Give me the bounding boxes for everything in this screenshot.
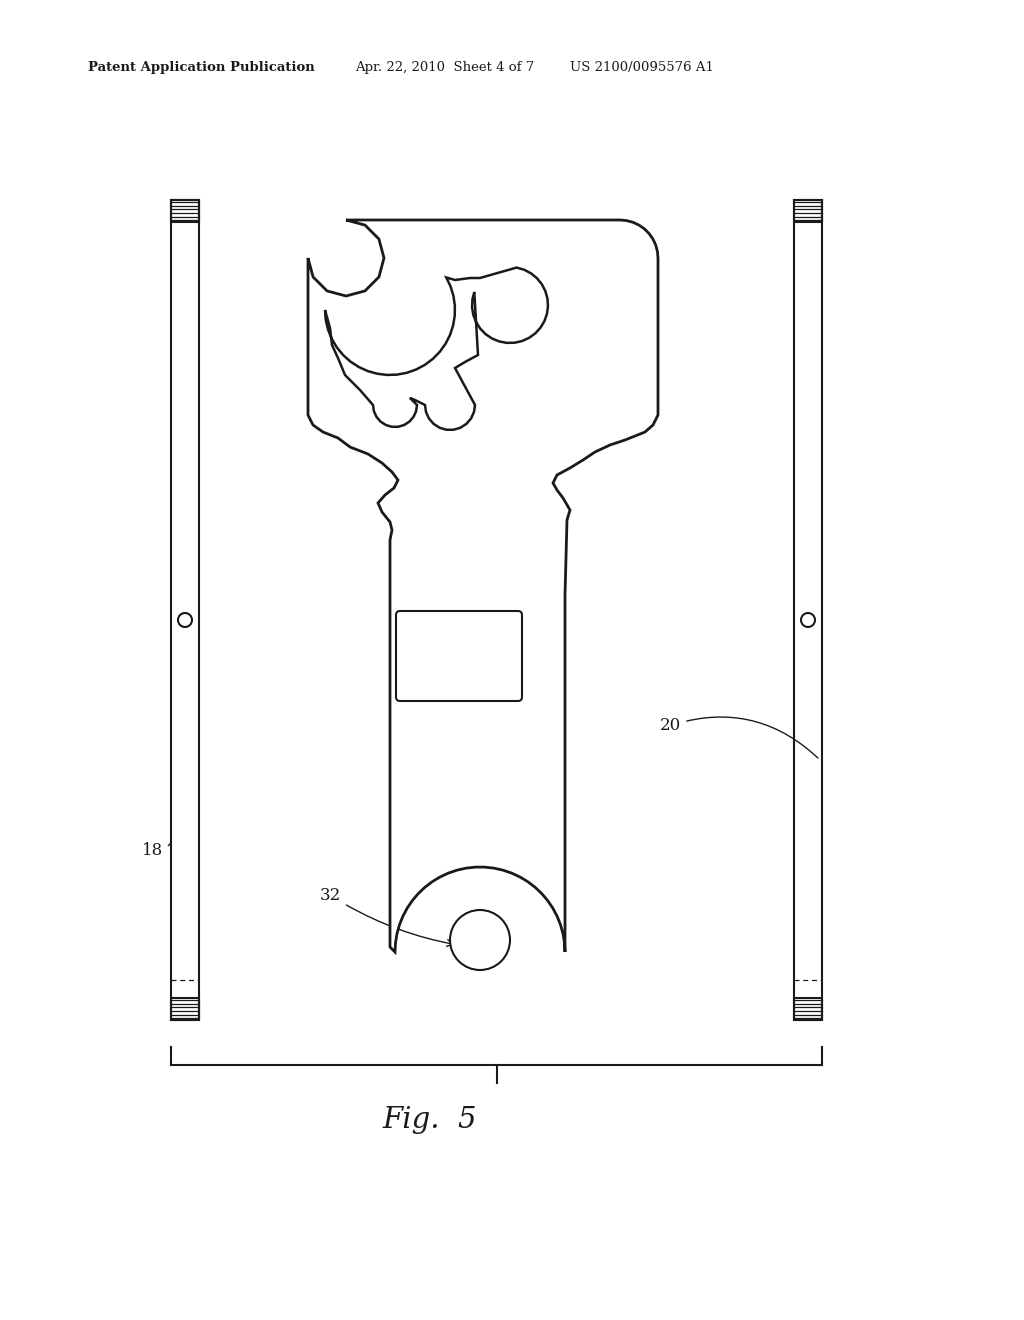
Text: US 2100/0095576 A1: US 2100/0095576 A1 [570, 62, 714, 74]
Text: Fig.  5: Fig. 5 [383, 1106, 477, 1134]
Bar [171, 998, 199, 1020]
Bar [794, 201, 822, 1020]
FancyBboxPatch shape [396, 611, 522, 701]
Text: Patent Application Publication: Patent Application Publication [88, 62, 314, 74]
Bar [171, 201, 199, 1020]
Text: 18: 18 [142, 842, 171, 859]
Bar [794, 201, 822, 222]
Bar [171, 201, 199, 222]
Circle shape [450, 909, 510, 970]
Circle shape [178, 612, 193, 627]
Polygon shape [325, 268, 548, 430]
Text: Apr. 22, 2010  Sheet 4 of 7: Apr. 22, 2010 Sheet 4 of 7 [355, 62, 535, 74]
Text: 20: 20 [660, 717, 818, 758]
Polygon shape [308, 220, 658, 952]
Circle shape [801, 612, 815, 627]
Text: 50: 50 [522, 660, 551, 714]
Bar [794, 998, 822, 1020]
Text: 32: 32 [319, 887, 454, 946]
